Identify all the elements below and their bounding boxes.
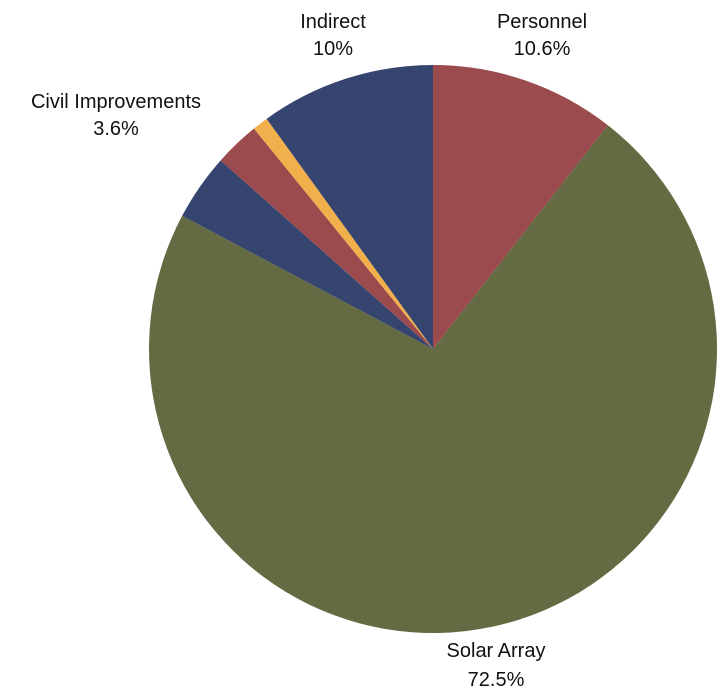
label-solar-array-value: 72.5% (468, 669, 525, 691)
pie-slice-solar-array (149, 125, 718, 634)
label-civil-improvements-value: 3.6% (93, 118, 139, 140)
pie-slice-unlabeled-2 (182, 160, 433, 349)
pie-slice-unlabeled-3 (220, 128, 433, 349)
pie-slices (149, 64, 718, 634)
pie-slice-personnel (433, 65, 608, 349)
label-civil-improvements-name: Civil Improvements (31, 91, 201, 113)
label-indirect-value: 10% (313, 38, 353, 60)
label-indirect-name: Indirect (300, 11, 366, 33)
pie-slice-indirect (266, 64, 433, 349)
label-personnel-name: Personnel (497, 11, 587, 33)
label-personnel-value: 10.6% (514, 38, 571, 60)
pie-slice-unlabeled-4 (253, 118, 433, 349)
label-solar-array-name: Solar Array (447, 640, 546, 662)
